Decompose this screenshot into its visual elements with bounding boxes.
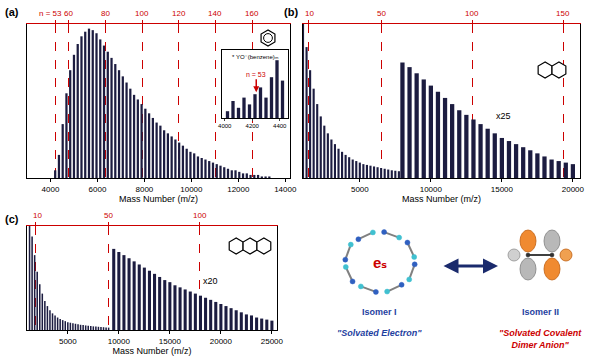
- svg-text:50: 50: [104, 211, 113, 220]
- svg-text:12000: 12000: [227, 185, 250, 194]
- svg-text:10: 10: [33, 211, 42, 220]
- svg-text:n = 53: n = 53: [246, 71, 266, 78]
- svg-text:10: 10: [305, 9, 314, 18]
- svg-text:150: 150: [556, 9, 570, 18]
- svg-text:(c): (c): [5, 213, 19, 225]
- svg-text:100: 100: [135, 9, 149, 18]
- svg-text:n = 53: n = 53: [39, 9, 62, 18]
- svg-text:25000: 25000: [261, 337, 284, 346]
- svg-text:140: 140: [208, 9, 222, 18]
- svg-text:20000: 20000: [562, 185, 585, 194]
- svg-text:"Solvated CovalentDimer Anion": "Solvated CovalentDimer Anion": [499, 328, 582, 350]
- svg-text:x25: x25: [496, 111, 511, 121]
- svg-text:(a): (a): [5, 6, 19, 18]
- svg-text:x20: x20: [203, 276, 218, 286]
- svg-text:80: 80: [101, 9, 110, 18]
- svg-text:4000: 4000: [42, 185, 60, 194]
- svg-text:15000: 15000: [159, 337, 182, 346]
- svg-text:60: 60: [64, 9, 73, 18]
- svg-text:6000: 6000: [89, 185, 107, 194]
- svg-text:120: 120: [172, 9, 186, 18]
- svg-text:100: 100: [465, 9, 479, 18]
- svg-text:eₛ: eₛ: [373, 254, 387, 271]
- svg-text:4400: 4400: [273, 123, 287, 129]
- svg-text:50: 50: [377, 9, 386, 18]
- svg-text:(b): (b): [284, 6, 298, 18]
- svg-text:100: 100: [193, 211, 207, 220]
- svg-text:"Solvated Electron": "Solvated Electron": [337, 328, 422, 338]
- svg-text:4000: 4000: [218, 123, 232, 129]
- svg-text:Isomer I: Isomer I: [362, 307, 397, 317]
- svg-text:Mass Number (m/z): Mass Number (m/z): [112, 346, 191, 356]
- svg-text:10000: 10000: [420, 185, 443, 194]
- svg-text:160: 160: [245, 9, 259, 18]
- svg-text:Mass Number (m/z): Mass Number (m/z): [402, 194, 481, 204]
- svg-text:10000: 10000: [180, 185, 203, 194]
- svg-text:15000: 15000: [491, 185, 514, 194]
- svg-text:10000: 10000: [108, 337, 131, 346]
- svg-text:5000: 5000: [351, 185, 369, 194]
- svg-text:4200: 4200: [246, 123, 260, 129]
- svg-text:Isomer II: Isomer II: [522, 307, 559, 317]
- svg-text:5000: 5000: [59, 337, 77, 346]
- svg-text:8000: 8000: [136, 185, 154, 194]
- svg-text:20000: 20000: [210, 337, 233, 346]
- svg-text:Mass Number (m/z): Mass Number (m/z): [119, 194, 198, 204]
- svg-text:14000: 14000: [274, 185, 297, 194]
- svg-text:* YO⁻(benzene)ₘ: * YO⁻(benzene)ₘ: [232, 54, 279, 60]
